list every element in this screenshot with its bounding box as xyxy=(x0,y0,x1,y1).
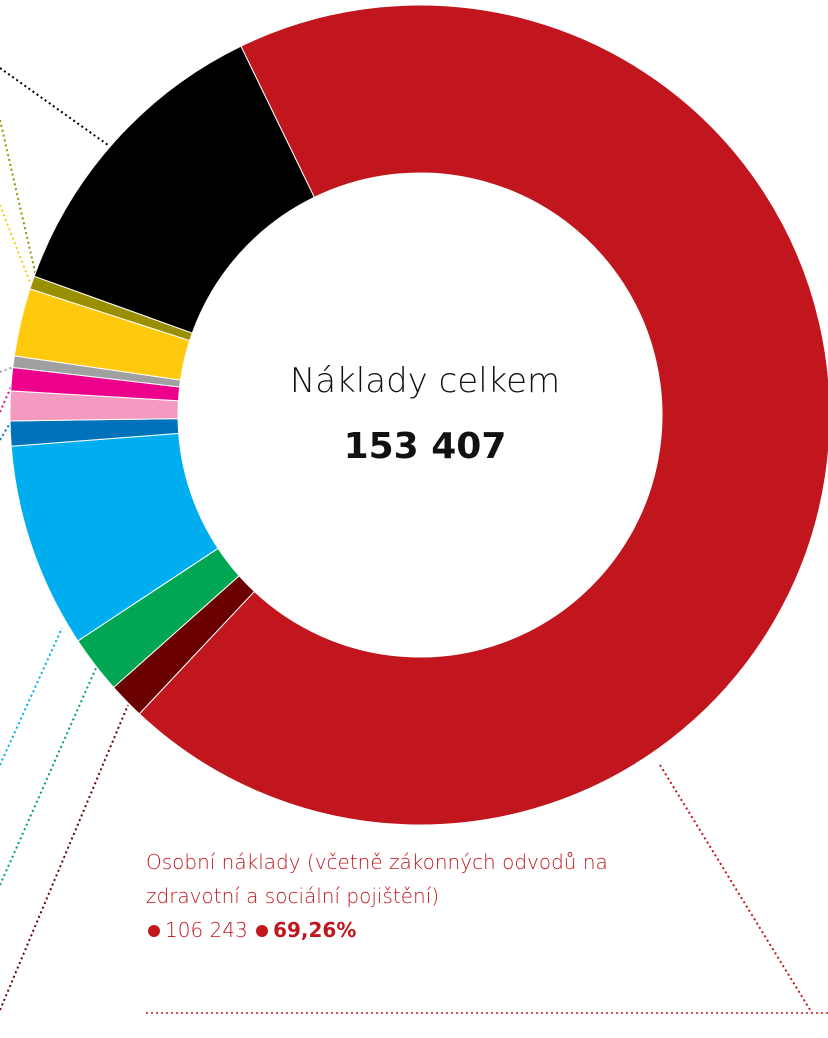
leader-line xyxy=(0,379,15,413)
percent-label: 69,26% xyxy=(273,918,357,942)
center-total: 153 407 xyxy=(344,426,507,467)
leader-line xyxy=(0,119,37,277)
leader-line xyxy=(0,704,129,1011)
value-line: 106 243 69,26% xyxy=(146,913,666,947)
slices xyxy=(9,4,828,826)
leader-line xyxy=(659,764,813,1014)
bullet xyxy=(256,924,269,937)
category-label: Osobní náklady (včetně zákonných odvodů … xyxy=(146,850,608,908)
leader-line xyxy=(0,627,63,766)
slice xyxy=(138,4,828,826)
leader-line xyxy=(0,667,97,886)
leader-line xyxy=(0,67,116,151)
slice-label: Osobní náklady (včetně zákonných odvodů … xyxy=(146,845,666,947)
bullet xyxy=(148,924,160,937)
value-label: 106 243 xyxy=(165,918,248,942)
slice xyxy=(33,45,315,334)
leader-line xyxy=(0,204,34,291)
leader-lines xyxy=(0,67,828,1014)
center-title: Náklady celkem xyxy=(290,361,560,401)
